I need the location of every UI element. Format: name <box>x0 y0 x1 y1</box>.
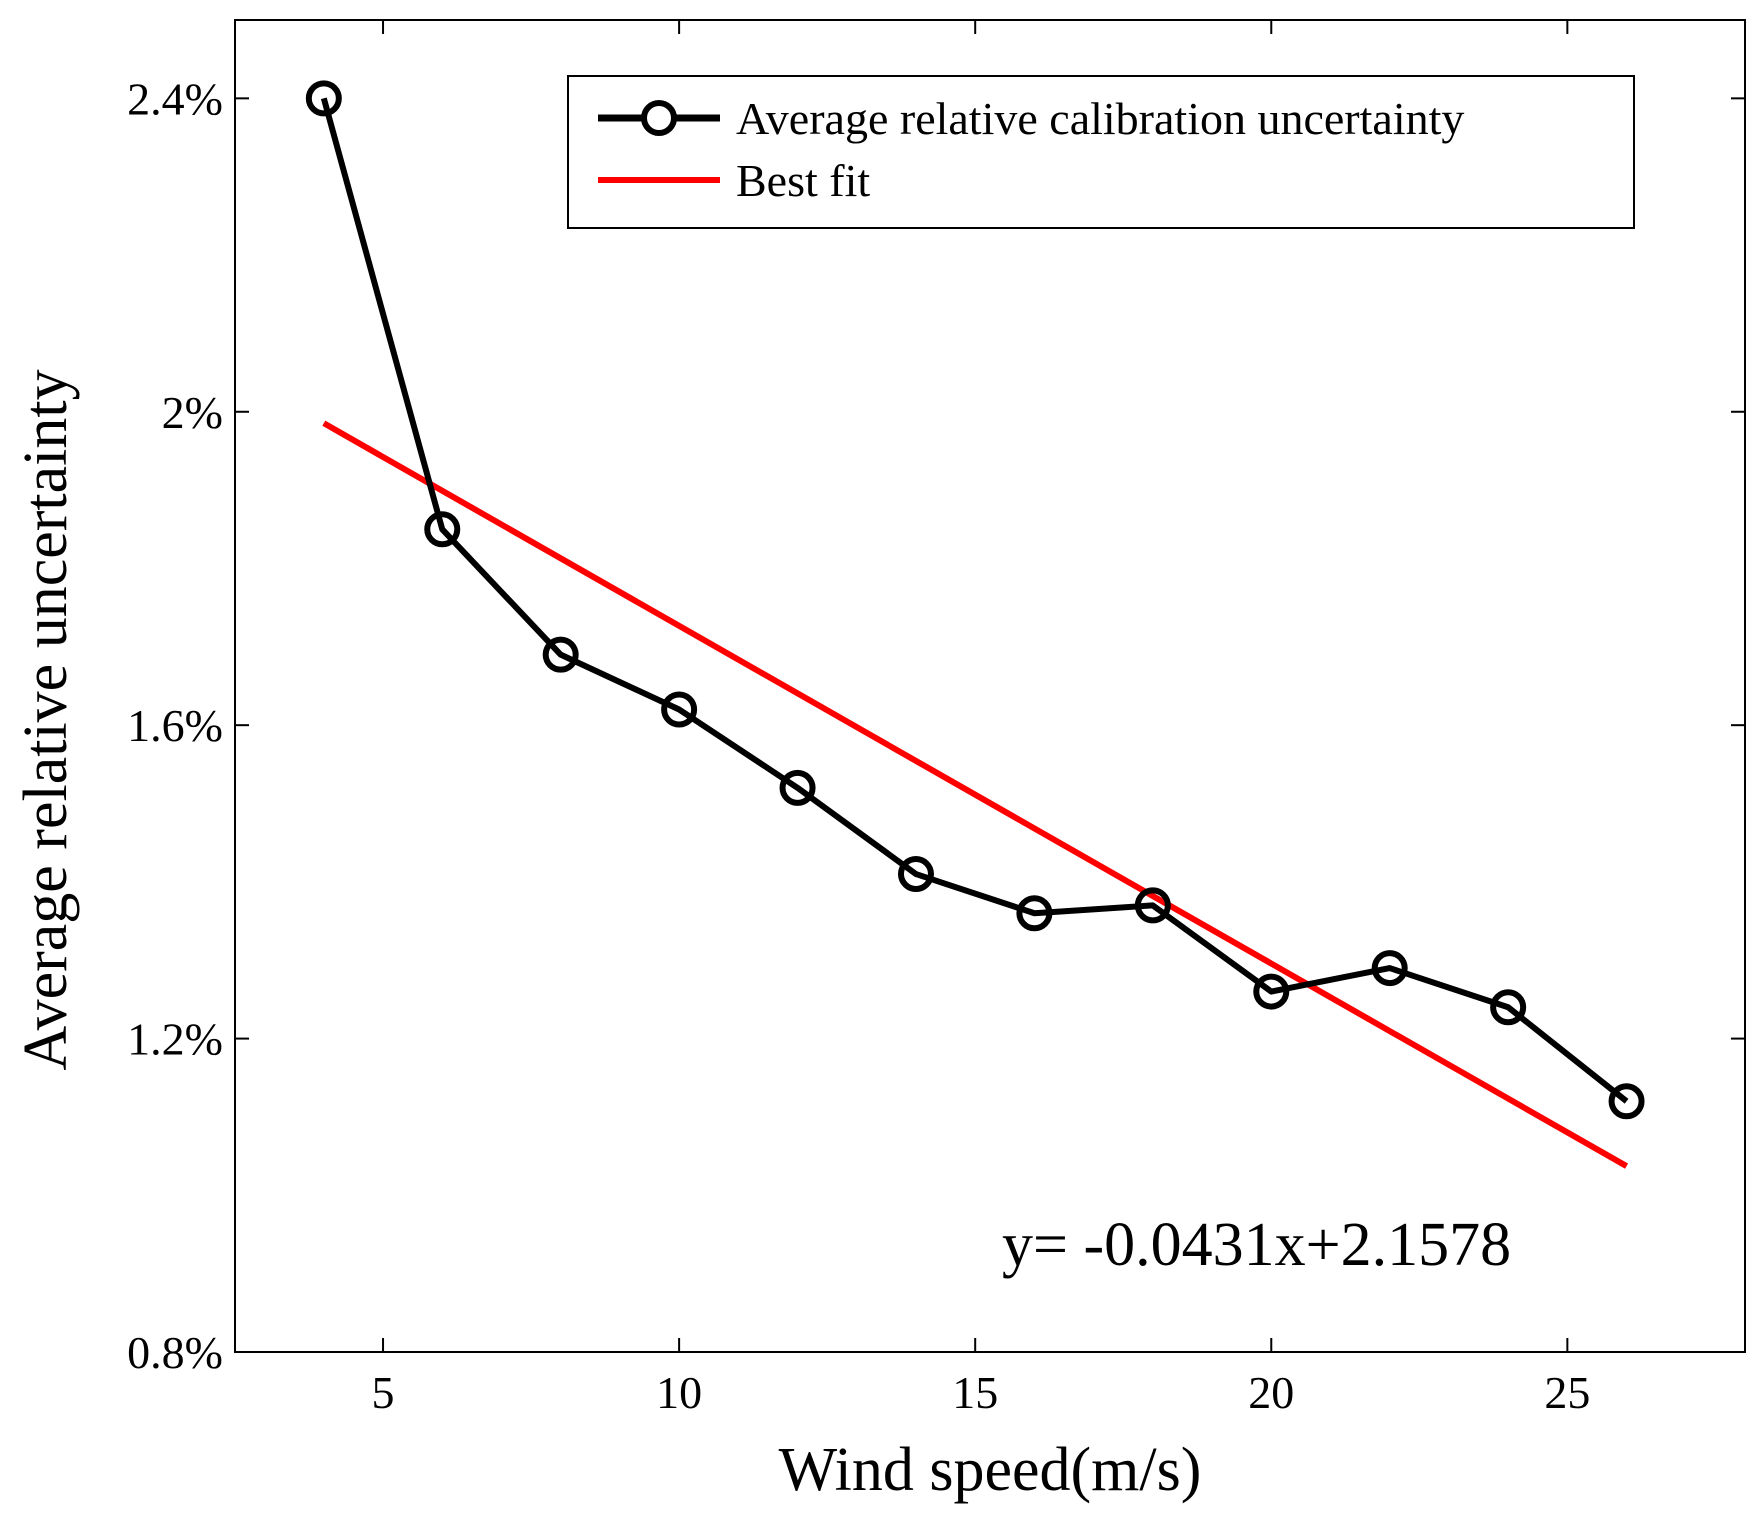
uncertainty-point <box>542 636 579 673</box>
x-tick-label: 10 <box>656 1367 702 1418</box>
plot-frame <box>234 19 1746 1353</box>
uncertainty-point <box>1371 950 1408 987</box>
fit-equation: y= -0.0431x+2.1578 <box>1002 1211 1511 1279</box>
x-tick-label: 25 <box>1544 1367 1590 1418</box>
uncertainty-point <box>1016 895 1053 932</box>
y-axis-title: Average relative uncertainty <box>12 369 80 1070</box>
uncertainty-point <box>305 80 342 117</box>
uncertainty-point <box>661 691 698 728</box>
legend-box <box>567 75 1635 229</box>
x-tick-label: 20 <box>1248 1367 1294 1418</box>
axis-ticks: 5 10 15 20 25 0.8% 1.2% 1.6% 2% 2.4% <box>127 20 1745 1418</box>
legend-label-uncertainty: Average relative calibration uncertainty <box>736 93 1464 144</box>
y-tick-label: 2% <box>162 387 223 438</box>
x-tick-label: 5 <box>372 1367 395 1418</box>
y-tick-label: 2.4% <box>127 73 223 124</box>
uncertainty-point <box>1608 1083 1645 1120</box>
y-tick-label: 1.2% <box>127 1014 223 1065</box>
uncertainty-point <box>1253 973 1290 1010</box>
uncertainty-point <box>1134 887 1171 924</box>
x-axis-title: Wind speed(m/s) <box>779 1436 1202 1504</box>
uncertainty-point <box>897 856 934 893</box>
y-tick-label: 1.6% <box>127 700 223 751</box>
uncertainty-point <box>424 511 461 548</box>
uncertainty-point <box>779 769 816 806</box>
uncertainty-point <box>1490 989 1527 1026</box>
series-layer <box>305 80 1645 1169</box>
legend: Average relative calibration uncertainty… <box>567 75 1635 229</box>
legend-label-best-fit: Best fit <box>736 155 870 206</box>
uncertainty-line <box>320 97 1629 1104</box>
best-fit-line <box>322 420 1629 1169</box>
x-tick-label: 15 <box>952 1367 998 1418</box>
legend-marker-uncertainty <box>641 100 677 136</box>
y-tick-label: 0.8% <box>127 1327 223 1378</box>
